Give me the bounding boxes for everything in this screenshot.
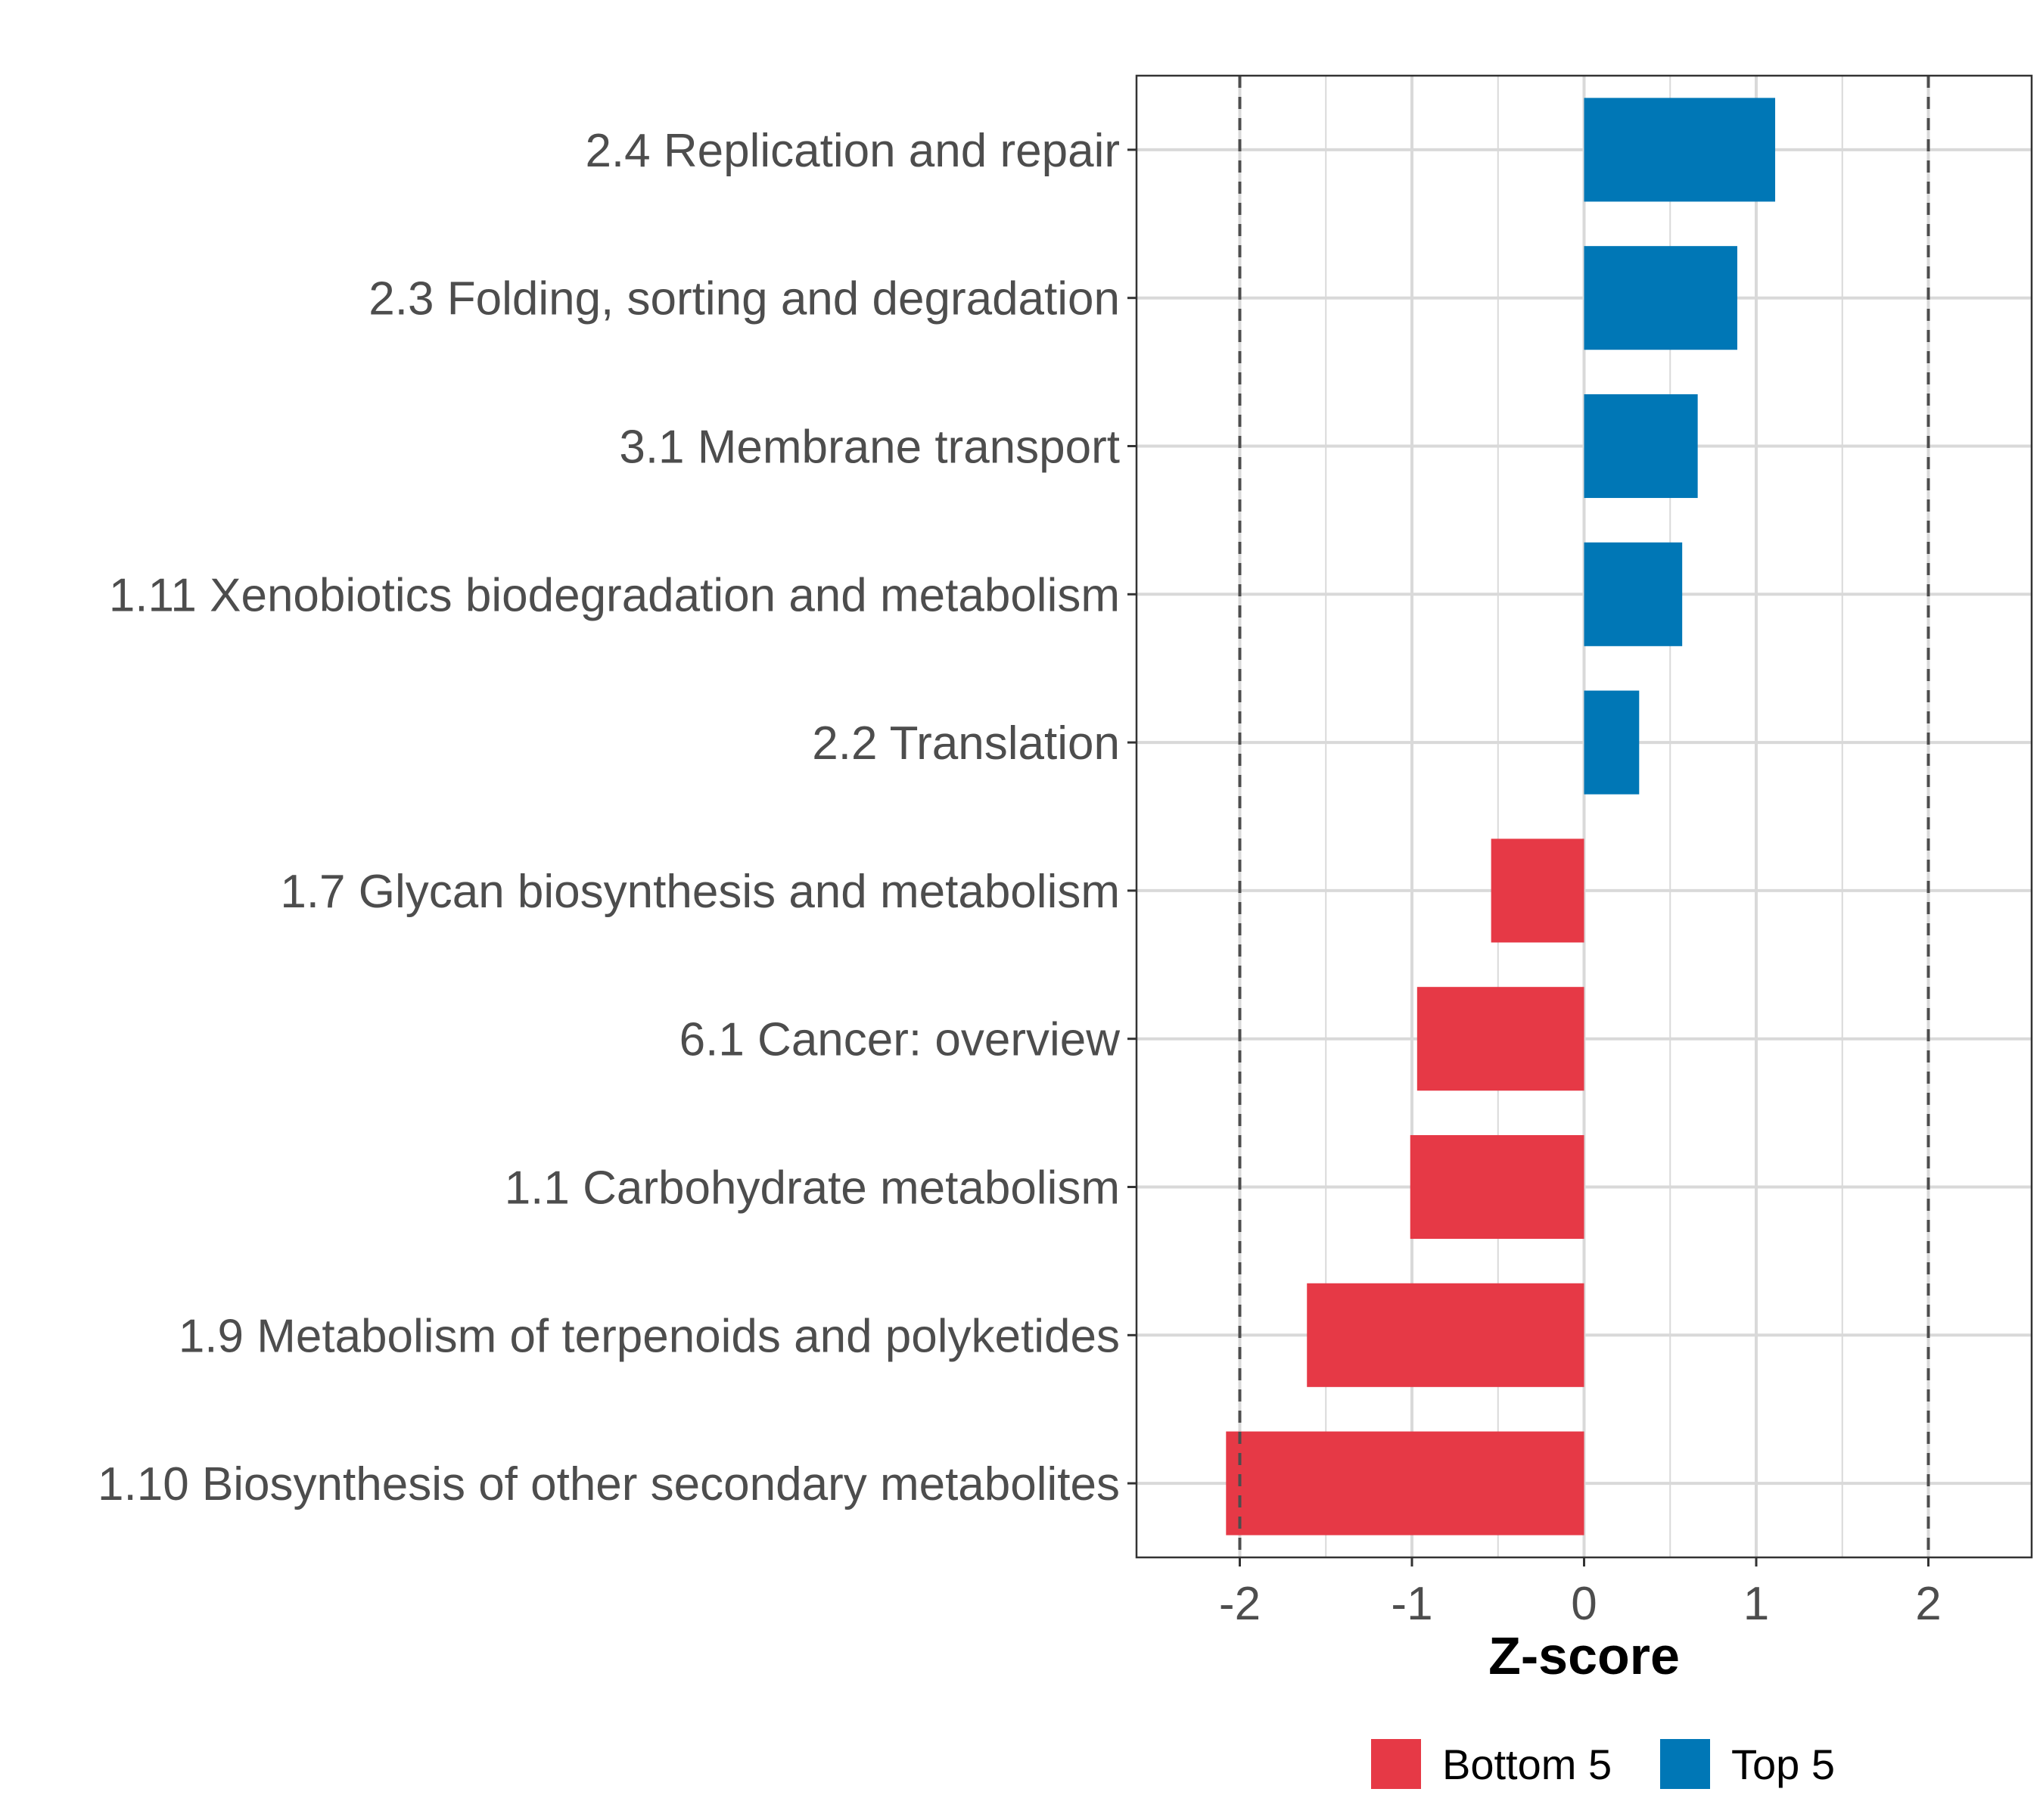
bar-2: [1584, 246, 1737, 350]
bar-8: [1410, 1134, 1584, 1240]
bar-6: [1491, 838, 1584, 943]
legend-label: Top 5: [1731, 1741, 1835, 1788]
legend-key-top: [1660, 1739, 1710, 1789]
bar-5: [1584, 690, 1640, 795]
x-tick-label: 2: [1915, 1578, 1941, 1630]
x-axis-title: Z-score: [1488, 1626, 1680, 1685]
bar-10: [1226, 1431, 1584, 1535]
category-label: 6.1 Cancer: overview: [679, 1014, 1121, 1066]
x-tick-label: -2: [1219, 1578, 1261, 1630]
bar-1: [1584, 98, 1776, 202]
category-label: 2.2 Translation: [812, 717, 1120, 770]
bar-7: [1416, 987, 1584, 1091]
x-axis: -2 -1 0 1 2: [1219, 1557, 1942, 1630]
legend: Bottom 5 Top 5: [1371, 1739, 1835, 1789]
bar-3: [1584, 394, 1698, 499]
category-label: 1.9 Metabolism of terpenoids and polyket…: [179, 1310, 1120, 1362]
legend-label: Bottom 5: [1442, 1741, 1612, 1788]
y-axis: 2.4 Replication and repair 2.3 Folding, s…: [98, 125, 1137, 1510]
category-label: 1.11 Xenobiotics biodegradation and meta…: [109, 569, 1120, 621]
category-label: 2.3 Folding, sorting and degradation: [368, 273, 1120, 325]
bar-9: [1307, 1283, 1584, 1387]
x-tick-label: -1: [1391, 1578, 1432, 1630]
category-label: 2.4 Replication and repair: [585, 125, 1120, 177]
x-tick-label: 0: [1571, 1578, 1597, 1630]
category-label: 1.7 Glycan biosynthesis and metabolism: [280, 866, 1120, 918]
reference-lines: [1238, 76, 1930, 1557]
bar-4: [1584, 542, 1683, 646]
category-label: 3.1 Membrane transport: [619, 422, 1120, 474]
legend-key-bottom: [1371, 1739, 1421, 1789]
x-tick-label: 1: [1743, 1578, 1769, 1630]
category-label: 1.1 Carbohydrate metabolism: [505, 1162, 1120, 1215]
category-label: 1.10 Biosynthesis of other secondary met…: [98, 1458, 1120, 1510]
bars: [1226, 98, 1776, 1535]
